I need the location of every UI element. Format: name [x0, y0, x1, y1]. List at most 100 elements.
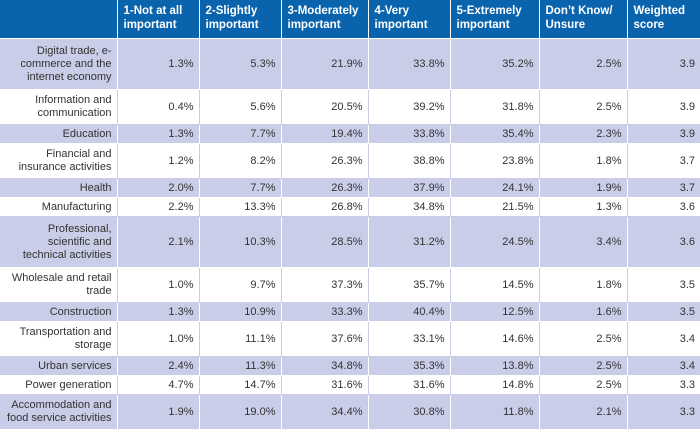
table-cell: 28.5% — [281, 216, 369, 268]
table-cell: 14.6% — [450, 321, 540, 357]
table-cell: 33.1% — [368, 321, 451, 357]
table-cell: 3.4% — [539, 216, 628, 268]
table-cell: 21.5% — [450, 197, 540, 217]
table-cell: 14.8% — [450, 375, 540, 395]
table-cell: 5.3% — [199, 38, 282, 90]
table-row: Professional, scientific and technical a… — [0, 216, 700, 268]
table-cell: 2.3% — [539, 124, 628, 144]
row-label: Power generation — [0, 375, 118, 395]
header-row: 1-Not at all important 2-Slightly import… — [0, 0, 700, 39]
table-cell: 31.2% — [368, 216, 451, 268]
table-cell: 3.3 — [627, 394, 700, 430]
table-cell: 26.3% — [281, 178, 369, 198]
table-cell: 7.7% — [199, 124, 282, 144]
table-cell: 37.9% — [368, 178, 451, 198]
table-cell: 9.7% — [199, 267, 282, 303]
header-slightly-important: 2-Slightly important — [199, 0, 282, 39]
header-weighted-score: Weighted score — [627, 0, 700, 39]
table-cell: 35.7% — [368, 267, 451, 303]
table-cell: 2.5% — [539, 356, 628, 376]
table-cell: 2.5% — [539, 38, 628, 90]
table-cell: 3.7 — [627, 143, 700, 179]
table-cell: 10.9% — [199, 302, 282, 322]
header-dont-know: Don’t Know/ Unsure — [539, 0, 628, 39]
row-label: Manufacturing — [0, 197, 118, 217]
table-cell: 11.1% — [199, 321, 282, 357]
table-cell: 8.2% — [199, 143, 282, 179]
table-cell: 24.1% — [450, 178, 540, 198]
table-cell: 39.2% — [368, 89, 451, 125]
row-label: Transportation and storage — [0, 321, 118, 357]
table-cell: 21.9% — [281, 38, 369, 90]
row-label: Digital trade, e-commerce and the intern… — [0, 38, 118, 90]
table-cell: 40.4% — [368, 302, 451, 322]
table-cell: 7.7% — [199, 178, 282, 198]
table-cell: 3.5 — [627, 267, 700, 303]
header-moderately-important: 3-Moderately important — [281, 0, 369, 39]
table-cell: 3.9 — [627, 38, 700, 90]
table-cell: 31.8% — [450, 89, 540, 125]
table-row: Manufacturing 2.2% 13.3% 26.8% 34.8% 21.5% 1.3… — [0, 197, 700, 217]
table-row: Urban services 2.4% 11.3% 34.8% 35.3% 13.8% 2.… — [0, 356, 700, 376]
table-cell: 2.1% — [117, 216, 200, 268]
table-cell: 30.8% — [368, 394, 451, 430]
table-cell: 3.6 — [627, 197, 700, 217]
table-cell: 31.6% — [281, 375, 369, 395]
table-cell: 14.5% — [450, 267, 540, 303]
table-cell: 3.7 — [627, 178, 700, 198]
header-blank — [0, 0, 118, 39]
table-cell: 3.4 — [627, 321, 700, 357]
table-cell: 20.5% — [281, 89, 369, 125]
table-cell: 10.3% — [199, 216, 282, 268]
table-row: Financial and insurance activities 1.2% 8.… — [0, 143, 700, 179]
table-cell: 24.5% — [450, 216, 540, 268]
table-cell: 2.5% — [539, 321, 628, 357]
table-row: Wholesale and retail trade 1.0% 9.7% 37.3% 3… — [0, 267, 700, 303]
table-cell: 2.5% — [539, 89, 628, 125]
table-cell: 1.3% — [117, 38, 200, 90]
table-cell: 37.3% — [281, 267, 369, 303]
header-extremely-important: 5-Extremely important — [450, 0, 540, 39]
table-cell: 1.3% — [117, 124, 200, 144]
table-cell: 2.2% — [117, 197, 200, 217]
table-cell: 1.0% — [117, 267, 200, 303]
table-cell: 38.8% — [368, 143, 451, 179]
table-cell: 5.6% — [199, 89, 282, 125]
table-row: Power generation 4.7% 14.7% 31.6% 31.6% 14.8%… — [0, 375, 700, 395]
table-cell: 12.5% — [450, 302, 540, 322]
table-cell: 35.2% — [450, 38, 540, 90]
table-cell: 19.4% — [281, 124, 369, 144]
table-cell: 3.5 — [627, 302, 700, 322]
table-cell: 3.6 — [627, 216, 700, 268]
table-cell: 26.8% — [281, 197, 369, 217]
table-cell: 34.8% — [368, 197, 451, 217]
table-cell: 0.4% — [117, 89, 200, 125]
table-cell: 13.3% — [199, 197, 282, 217]
row-label: Financial and insurance activities — [0, 143, 118, 179]
table-cell: 14.7% — [199, 375, 282, 395]
table-cell: 13.8% — [450, 356, 540, 376]
table-cell: 2.1% — [539, 394, 628, 430]
table-cell: 3.4 — [627, 356, 700, 376]
header-very-important: 4-Very important — [368, 0, 451, 39]
table-cell: 3.9 — [627, 89, 700, 125]
table-cell: 1.6% — [539, 302, 628, 322]
table-cell: 1.0% — [117, 321, 200, 357]
table-cell: 11.8% — [450, 394, 540, 430]
table-cell: 19.0% — [199, 394, 282, 430]
table-cell: 33.8% — [368, 38, 451, 90]
table-cell: 26.3% — [281, 143, 369, 179]
table-cell: 2.5% — [539, 375, 628, 395]
table-row: Transportation and storage 1.0% 11.1% 37.6%… — [0, 321, 700, 357]
table-row: Accommodation and food service activitie… — [0, 394, 700, 430]
table-cell: 34.8% — [281, 356, 369, 376]
table-cell: 1.9% — [539, 178, 628, 198]
row-label: Urban services — [0, 356, 118, 376]
table-cell: 2.4% — [117, 356, 200, 376]
table-cell: 1.9% — [117, 394, 200, 430]
table-cell: 1.8% — [539, 267, 628, 303]
table-cell: 34.4% — [281, 394, 369, 430]
table-cell: 37.6% — [281, 321, 369, 357]
row-label: Construction — [0, 302, 118, 322]
